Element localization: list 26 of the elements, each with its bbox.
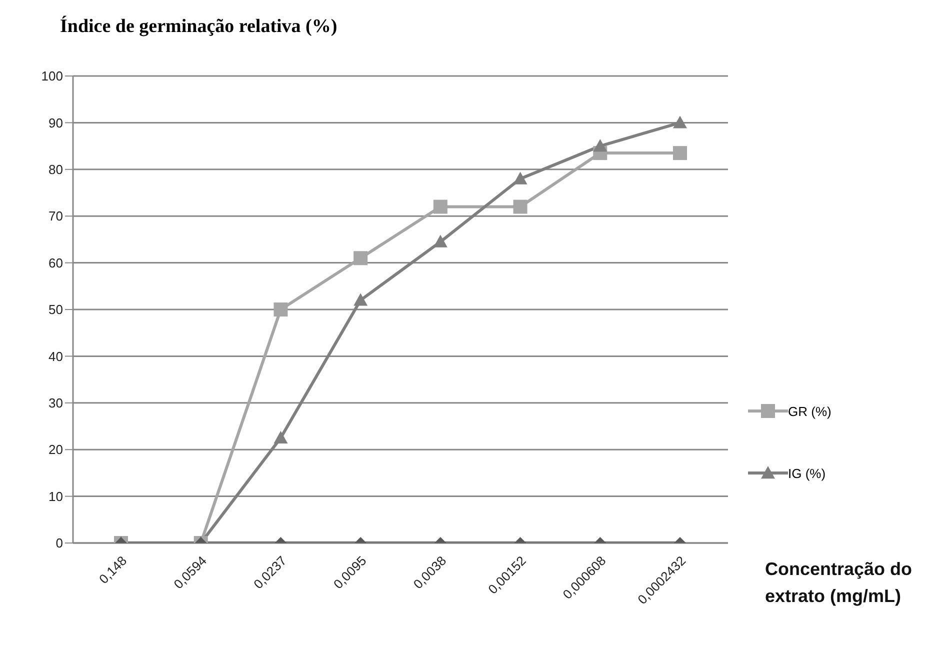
legend-label: GR (%) <box>788 404 832 418</box>
y-tick-label: 10 <box>48 488 63 504</box>
y-tick-label: 60 <box>48 255 63 270</box>
point <box>433 200 448 214</box>
legend-label: IG (%) <box>788 466 826 480</box>
point <box>274 430 288 444</box>
y-tick-label: 40 <box>48 348 63 364</box>
y-tick-label: 100 <box>41 68 63 84</box>
y-tick-label: 90 <box>48 115 63 130</box>
y-tick-label: 0 <box>56 536 63 551</box>
point <box>513 172 528 184</box>
point <box>433 234 448 248</box>
x-axis-title: Concentração do extrato (mg/mL) <box>765 558 914 608</box>
y-tick-label: 30 <box>48 396 63 411</box>
point <box>354 251 368 266</box>
point <box>673 146 687 160</box>
point <box>593 139 608 152</box>
point <box>354 293 368 306</box>
point <box>513 200 528 214</box>
point <box>673 116 687 128</box>
y-tick-label: 20 <box>48 442 63 458</box>
point <box>274 302 288 316</box>
y-axis-title: Índice de germinação relativa (%) <box>60 16 338 38</box>
y-tick-label: 80 <box>48 162 63 178</box>
y-tick-label: 50 <box>48 302 63 318</box>
y-tick-label: 70 <box>48 208 63 224</box>
